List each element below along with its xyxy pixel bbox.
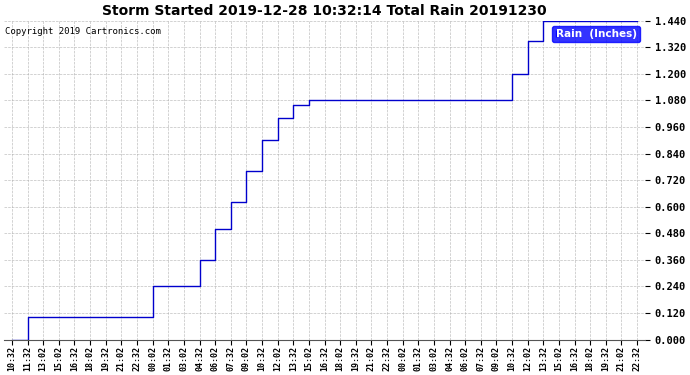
Title: Storm Started 2019-12-28 10:32:14 Total Rain 20191230: Storm Started 2019-12-28 10:32:14 Total … (102, 4, 547, 18)
Legend: Rain  (Inches): Rain (Inches) (553, 26, 640, 42)
Text: Copyright 2019 Cartronics.com: Copyright 2019 Cartronics.com (6, 27, 161, 36)
